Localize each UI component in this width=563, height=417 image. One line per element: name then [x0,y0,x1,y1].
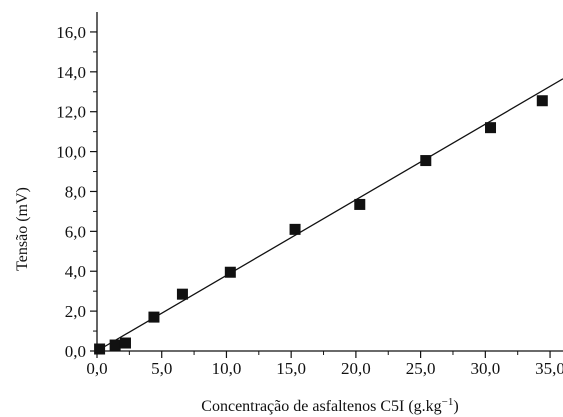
x-tick-label: 10,0 [212,359,242,378]
x-tick-label: 5,0 [151,359,172,378]
tick-marks [90,31,551,358]
y-tick-label: 2,0 [65,302,86,321]
data-point [485,122,497,134]
data-points [94,95,548,355]
data-point [119,337,131,349]
y-tick-label: 14,0 [56,63,86,82]
x-tick-label: 30,0 [470,359,500,378]
y-axis-title: Tensão (mV) [14,187,31,271]
x-tick-label: 35,0 [535,359,563,378]
x-tick-labels: 0,0 5,0 10,0 15,0 20,0 25,0 30,0 35,0 [86,359,563,378]
x-tick-label: 20,0 [341,359,371,378]
y-tick-labels: 0,0 2,0 4,0 6,0 8,0 10,0 12,0 14,0 16,0 [56,23,86,361]
data-point [109,339,121,351]
data-point [354,198,366,210]
x-axis-title-main: Concentração de asfaltenos C5I (g.kg [201,398,441,415]
data-point [224,266,236,278]
fit-line-group [96,78,563,352]
x-axis-title: Concentração de asfaltenos C5I (g.kg−1) [201,396,458,415]
y-tick-label: 12,0 [56,103,86,122]
y-tick-label: 4,0 [65,262,86,281]
y-tick-label: 8,0 [65,182,86,201]
data-point [176,288,188,300]
data-point [289,223,301,235]
x-tick-label: 15,0 [276,359,306,378]
x-tick-label: 25,0 [406,359,436,378]
y-tick-label: 0,0 [65,342,86,361]
x-axis-title-superscript: −1 [442,396,454,408]
x-tick-label: 0,0 [86,359,107,378]
y-tick-label: 16,0 [56,23,86,42]
x-axis-title-close: ) [453,398,458,415]
fit-line [96,78,563,352]
axes [96,12,563,352]
data-point [94,343,106,355]
y-tick-label: 6,0 [65,222,86,241]
data-point [536,95,548,107]
data-point [148,311,160,323]
data-point [420,155,432,167]
y-tick-label: 10,0 [56,143,86,162]
